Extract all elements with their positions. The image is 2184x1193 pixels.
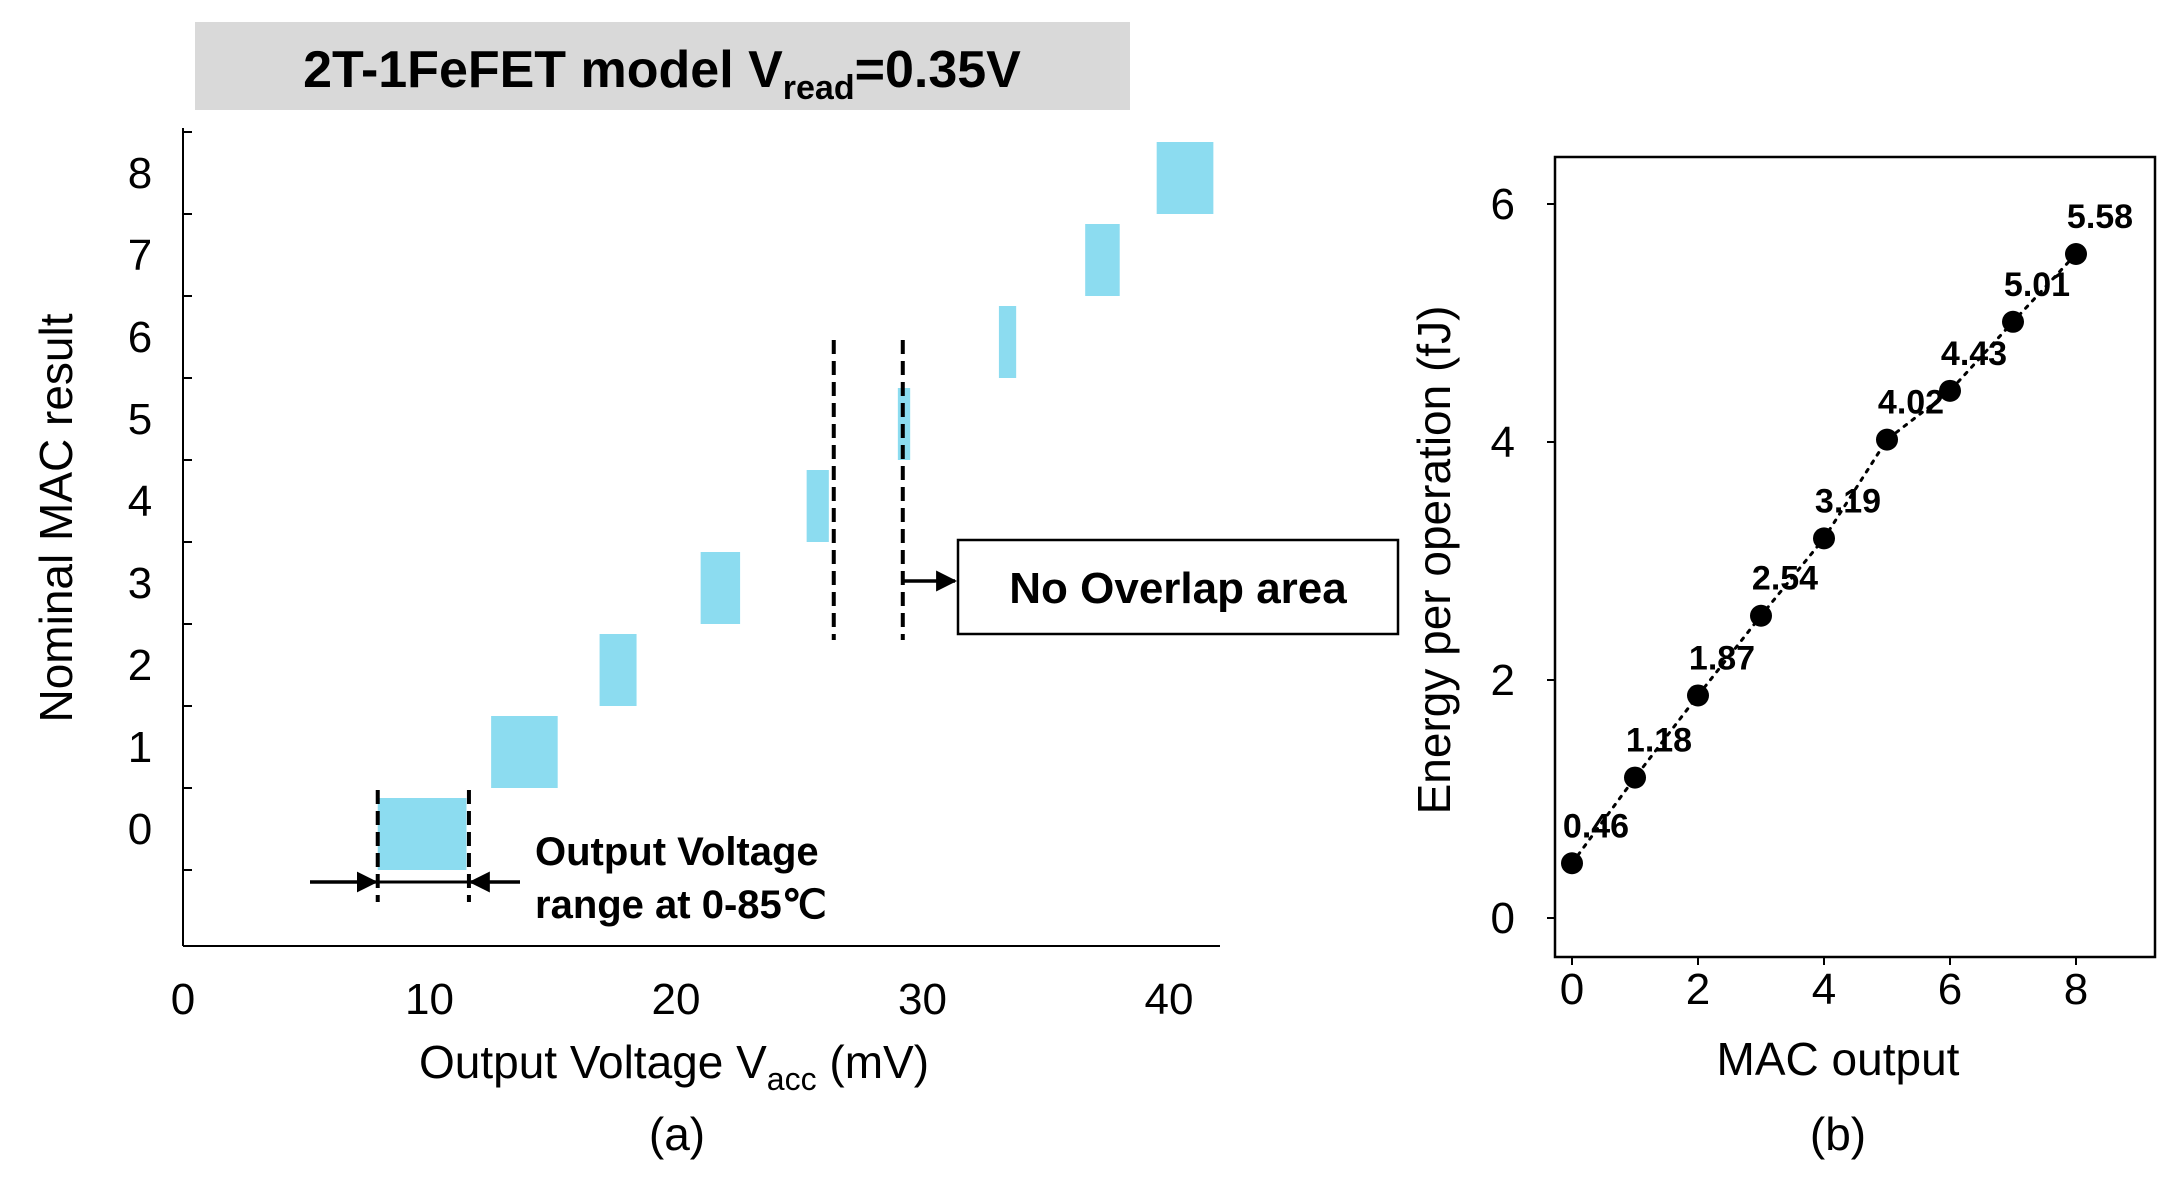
data-point [1813,527,1835,550]
panel-a-bars [377,142,1214,870]
panel-a-x-ticks: 0 10 20 30 40 [171,975,1194,1024]
x-tick-label: 0 [1560,965,1584,1014]
y-tick-label: 6 [1491,180,1515,229]
data-point [1624,766,1646,789]
y-tick-label: 6 [128,313,152,362]
panel-b-ticks: 0 2 4 6 0 2 4 6 8 [1491,180,2089,1014]
x-tick-label: 0 [171,975,195,1024]
x-tick-label: 10 [405,975,454,1024]
panel-b-label: (b) [1810,1108,1866,1160]
panel-a-title: 2T-1FeFET model Vread=0.35V [303,41,1021,107]
panel-a-x-axis-label: Output Voltage Vacc (mV) [419,1036,929,1097]
x-tick-label: 30 [898,975,947,1024]
data-label: 4.43 [1941,335,2007,373]
y-tick-label: 4 [128,477,152,526]
y-tick-label: 4 [1491,418,1515,467]
data-label: 0.46 [1563,807,1629,845]
data-label: 2.54 [1752,560,1818,598]
data-point [1750,604,1772,627]
y-tick-label: 7 [128,231,152,280]
data-label: 1.18 [1626,722,1692,760]
panel-b-plot-frame [1553,155,2157,959]
data-point [1939,379,1961,402]
x-tick-label: 2 [1686,965,1710,1014]
x-tick-label: 4 [1812,965,1836,1014]
voltage-range-bar [377,798,467,870]
data-label: 3.19 [1815,482,1881,520]
y-tick-label: 1 [128,723,152,772]
data-label: 4.02 [1878,384,1944,422]
panel-a-label: (a) [649,1108,705,1160]
voltage-range-bar [599,634,637,706]
x-tick-label: 40 [1145,975,1194,1024]
panel-a-y-ticks: 0 1 2 3 4 5 6 7 8 [128,131,192,871]
y-tick-label: 0 [128,805,152,854]
panel-b-y-axis-label: Energy per operation (fJ) [1408,306,1460,815]
voltage-range-bar [998,306,1017,378]
data-point [1561,852,1583,875]
x-tick-label: 6 [1938,965,1962,1014]
no-overlap-box [956,538,1400,636]
panel-b-x-axis-label: MAC output [1717,1033,1960,1085]
data-label: 5.58 [2067,198,2133,236]
x-tick-label: 8 [2064,965,2088,1014]
panel-b: 0 2 4 6 0 2 4 6 8 0.46 1.18 1.87 2.54 3.19 4.02 4.43 5.… [1408,155,2157,1160]
data-label: 5.01 [2004,266,2070,304]
voltage-range-bar [1156,142,1214,214]
y-tick-label: 2 [128,641,152,690]
x-tick-label: 20 [652,975,701,1024]
voltage-range-bar [1085,224,1120,296]
y-tick-label: 5 [128,395,152,444]
y-tick-label: 3 [128,559,152,608]
panel-a: 2T-1FeFET model Vread=0.35V 0 1 2 3 4 5 6 7 8 0 1… [30,22,1400,1160]
y-tick-label: 0 [1491,894,1515,943]
panel-a-y-axis-label: Nominal MAC result [30,313,82,722]
data-point [2002,310,2024,333]
panel-b-points: 0.46 1.18 1.87 2.54 3.19 4.02 4.43 5.01 5.58 [1561,198,2133,875]
voltage-range-bar [491,716,558,788]
voltage-range-bar [806,470,829,542]
range-label-line1: Output Voltage [535,830,819,874]
y-tick-label: 8 [128,149,152,198]
title-box [195,22,1130,110]
y-tick-label: 2 [1491,656,1515,705]
range-label-line2: range at 0-85℃ [535,883,827,927]
no-overlap-label: No Overlap area [1009,564,1347,613]
data-point [1687,684,1709,707]
data-point [2065,242,2087,265]
data-point [1876,428,1898,451]
voltage-range-bar [700,552,741,624]
data-label: 1.87 [1689,639,1755,677]
